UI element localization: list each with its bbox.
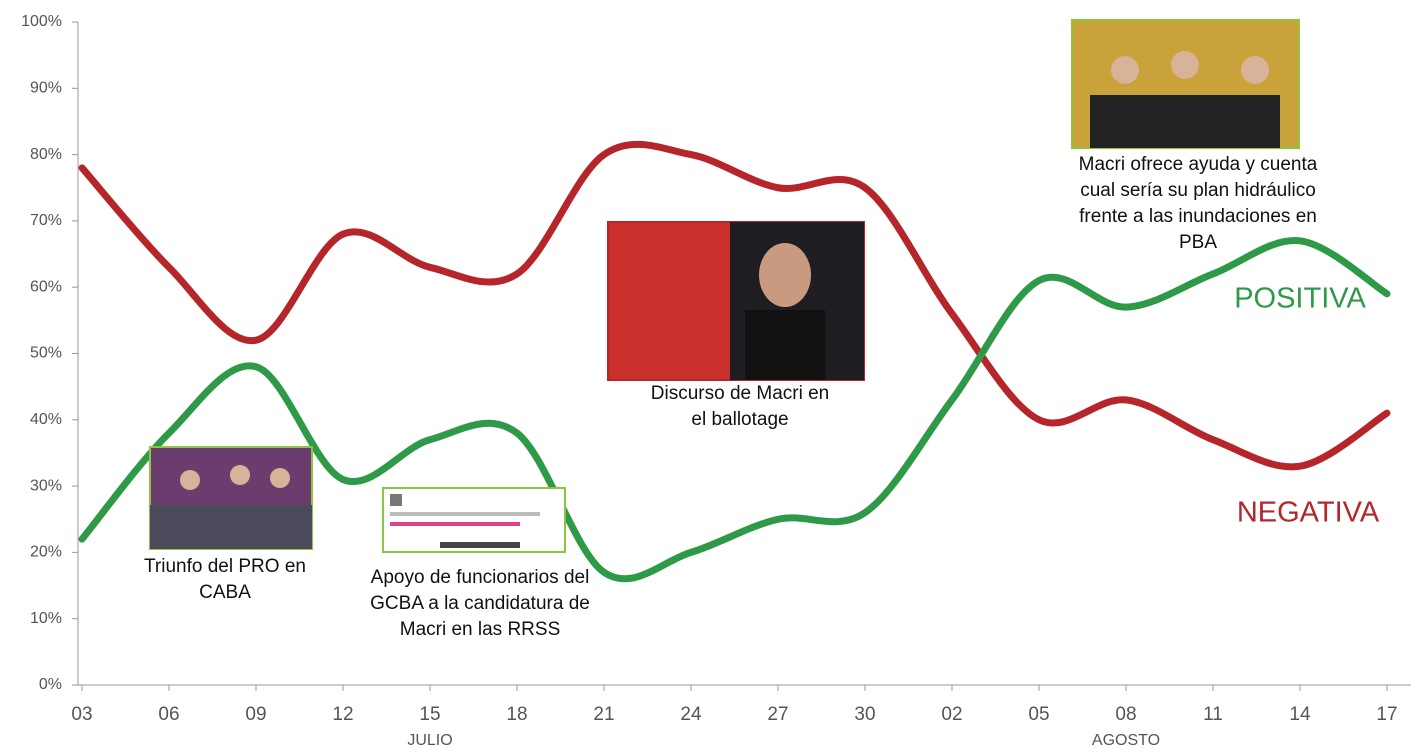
y-tick-label: 100%: [21, 13, 62, 30]
x-tick-label: 30: [854, 704, 875, 725]
x-tick-label: 06: [158, 704, 179, 725]
annotation-text: frente a las inundaciones en: [1079, 206, 1317, 227]
y-tick-label: 90%: [30, 80, 62, 97]
photo-macri-group: [1071, 19, 1300, 149]
x-tick-label: 03: [71, 704, 92, 725]
series-label: NEGATIVA: [1237, 497, 1380, 529]
x-tick-label: 18: [506, 704, 527, 725]
annotation-text: Apoyo de funcionarios del: [371, 567, 590, 588]
annotation-text: Macri en las RRSS: [400, 619, 561, 640]
x-tick-label: 02: [941, 704, 962, 725]
series-line: [78, 140, 1391, 471]
y-tick-label: 30%: [30, 477, 62, 494]
annotation-text: CABA: [199, 582, 251, 603]
y-tick-label: 40%: [30, 411, 62, 428]
annotation-text: PBA: [1179, 232, 1217, 253]
x-tick-label: 17: [1376, 704, 1397, 725]
annotation-1: Triunfo del PRO en CABA: [144, 556, 306, 603]
annotation-text: Triunfo del PRO en: [144, 556, 306, 577]
x-tick-label: 21: [593, 704, 614, 725]
y-tick-label: 80%: [30, 146, 62, 163]
month-label: AGOSTO: [1092, 732, 1160, 749]
annotation-text: Discurso de Macri en: [651, 383, 829, 404]
annotation-text: Macri ofrece ayuda y cuenta: [1079, 154, 1318, 175]
y-tick-label: 50%: [30, 345, 62, 362]
annotation-text: GCBA a la candidatura de: [370, 593, 590, 614]
annotation-2: Apoyo de funcionarios del GCBA a la cand…: [370, 567, 590, 640]
x-tick-label: 27: [767, 704, 788, 725]
x-tick-label: 12: [332, 704, 353, 725]
annotation-4: Macri ofrece ayuda y cuenta cual sería s…: [1079, 154, 1318, 253]
x-tick-label: 08: [1115, 704, 1136, 725]
y-tick-label: 0%: [39, 676, 62, 693]
series-line: [78, 237, 1391, 583]
y-tick-label: 60%: [30, 278, 62, 295]
y-tick-label: 70%: [30, 212, 62, 229]
month-label: JULIO: [407, 732, 452, 749]
photo-tweet: [382, 487, 566, 553]
x-tick-label: 11: [1203, 704, 1223, 725]
y-tick-label: 20%: [30, 544, 62, 561]
annotation-text: cual sería su plan hidráulico: [1080, 180, 1316, 201]
photo-triunfo: [149, 446, 313, 550]
photo-cambio: [607, 221, 865, 381]
x-tick-label: 15: [419, 704, 440, 725]
x-tick-label: 05: [1028, 704, 1049, 725]
x-tick-label: 09: [245, 704, 266, 725]
annotation-3: Discurso de Macri en el ballotage: [651, 383, 829, 430]
annotation-text: el ballotage: [691, 409, 788, 430]
y-tick-label: 10%: [30, 610, 62, 627]
series-label: POSITIVA: [1234, 283, 1366, 315]
x-tick-label: 14: [1289, 704, 1311, 725]
x-tick-label: 24: [680, 704, 702, 725]
